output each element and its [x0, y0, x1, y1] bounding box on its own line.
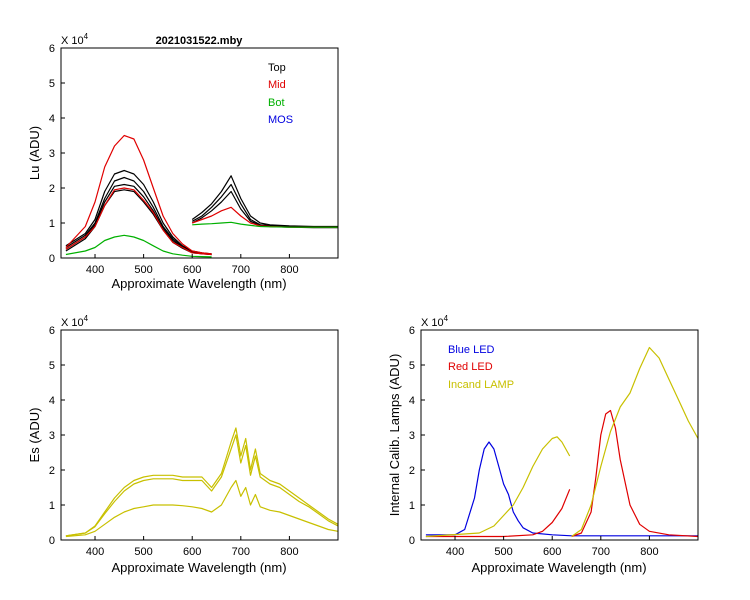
es-plot-lines — [65, 427, 339, 538]
es-series-es-line — [65, 479, 339, 538]
lamps-legend: Blue LED Red LED Incand LAMP — [448, 344, 514, 391]
lu-plot-frame — [60, 47, 339, 259]
es-xtick-label: 500 — [134, 546, 152, 558]
lamps-plot-frame — [420, 329, 699, 541]
lu-legend-bot: Bot — [268, 97, 285, 109]
lamps-xtick-label: 500 — [494, 546, 512, 558]
lamps-plot-lines — [425, 346, 699, 538]
lamps-ytick-label: 3 — [409, 430, 415, 442]
es-ytick-label: 3 — [49, 430, 55, 442]
lu-title: 2021031522.mby — [156, 35, 244, 47]
lu-ytick-label: 6 — [49, 43, 55, 55]
es-xtick-label: 800 — [280, 546, 298, 558]
lu-ytick-label: 0 — [49, 253, 55, 265]
lu-ytick-label: 4 — [49, 113, 55, 125]
lamps-series-blue-led-line — [425, 441, 698, 537]
es-ytick-label: 1 — [49, 500, 55, 512]
lamps-ylabel: Internal Calib. Lamps (ADU) — [387, 354, 402, 517]
lamps-legend-incand: Incand LAMP — [448, 379, 514, 391]
lu-series-bot-line — [65, 234, 212, 258]
lamps-ytick-label: 6 — [409, 325, 415, 337]
es-xtick-label: 400 — [86, 546, 104, 558]
lamps-xtick-label: 700 — [592, 546, 610, 558]
lu-xtick-label: 700 — [232, 264, 250, 276]
lamps-series-red-led-line — [571, 409, 699, 538]
es-ytick-label: 4 — [49, 395, 55, 407]
lamps-series-incand-lamp-line — [571, 346, 699, 537]
lu-legend-mid: Mid — [268, 79, 286, 91]
es-series-es-line — [65, 427, 339, 537]
lu-multiplier: X 104 — [61, 32, 89, 47]
lu-chart: 400 500 600 700 800 0 1 2 3 4 5 6 X 104 2021031522.… — [27, 32, 339, 291]
lamps-legend-red: Red LED — [448, 361, 493, 373]
lamps-ytick-label: 0 — [409, 535, 415, 547]
lu-legend: Top Mid Bot MOS — [268, 62, 293, 126]
lu-series-top-line — [191, 190, 338, 229]
lu-series-top-line — [191, 183, 338, 228]
lamps-ticks: 400 500 600 700 800 0 1 2 3 4 5 6 — [409, 325, 659, 558]
lamps-xlabel: Approximate Wavelength (nm) — [471, 560, 646, 575]
lu-xlabel: Approximate Wavelength (nm) — [111, 276, 286, 291]
lu-legend-top: Top — [268, 62, 286, 74]
es-series-es-line — [65, 434, 339, 537]
lu-xtick-label: 500 — [134, 264, 152, 276]
es-ytick-label: 2 — [49, 465, 55, 477]
lamps-xtick-label: 800 — [640, 546, 658, 558]
lamps-xtick-label: 400 — [446, 546, 464, 558]
lu-ytick-label: 3 — [49, 148, 55, 160]
es-xlabel: Approximate Wavelength (nm) — [111, 560, 286, 575]
es-ytick-label: 6 — [49, 325, 55, 337]
es-chart: 400 500 600 700 800 0 1 2 3 4 5 6 X 104 Approximate… — [27, 314, 339, 575]
lu-ylabel: Lu (ADU) — [27, 126, 42, 180]
lu-ytick-label: 5 — [49, 78, 55, 90]
lu-series-mid-line — [65, 187, 212, 256]
lamps-series-red-led-line — [425, 489, 571, 538]
lamps-xtick-label: 600 — [543, 546, 561, 558]
lu-ticks: 400 500 600 700 800 0 1 2 3 4 5 6 — [49, 43, 299, 276]
lamps-ytick-label: 4 — [409, 395, 415, 407]
es-xtick-label: 600 — [183, 546, 201, 558]
lamps-ytick-label: 2 — [409, 465, 415, 477]
lamps-series-incand-lamp-line — [425, 436, 571, 538]
lamps-ytick-label: 5 — [409, 360, 415, 372]
lu-ytick-label: 1 — [49, 218, 55, 230]
lu-series-mid-line — [65, 134, 212, 255]
lu-xtick-label: 400 — [86, 264, 104, 276]
es-xtick-label: 700 — [232, 546, 250, 558]
lu-xtick-label: 600 — [183, 264, 201, 276]
lu-series-top-line — [65, 169, 212, 255]
es-multiplier: X 104 — [61, 314, 89, 329]
es-ylabel: Es (ADU) — [27, 408, 42, 463]
lu-series-top-line — [191, 175, 338, 228]
lu-xtick-label: 800 — [280, 264, 298, 276]
lu-plot-lines — [65, 134, 338, 258]
lamps-multiplier: X 104 — [421, 314, 449, 329]
es-ytick-label: 0 — [49, 535, 55, 547]
lamps-legend-blue: Blue LED — [448, 344, 495, 356]
es-ytick-label: 5 — [49, 360, 55, 372]
es-plot-frame — [60, 329, 339, 541]
lu-ytick-label: 2 — [49, 183, 55, 195]
lu-legend-mos: MOS — [268, 114, 293, 126]
es-ticks: 400 500 600 700 800 0 1 2 3 4 5 6 — [49, 325, 299, 558]
lamps-chart: 400 500 600 700 800 0 1 2 3 4 5 6 X 104 Approximate… — [387, 314, 699, 575]
lu-series-top-line — [65, 189, 212, 256]
lu-series-bot-line — [192, 221, 338, 228]
lamps-ytick-label: 1 — [409, 500, 415, 512]
lu-series-top-line — [65, 176, 212, 256]
